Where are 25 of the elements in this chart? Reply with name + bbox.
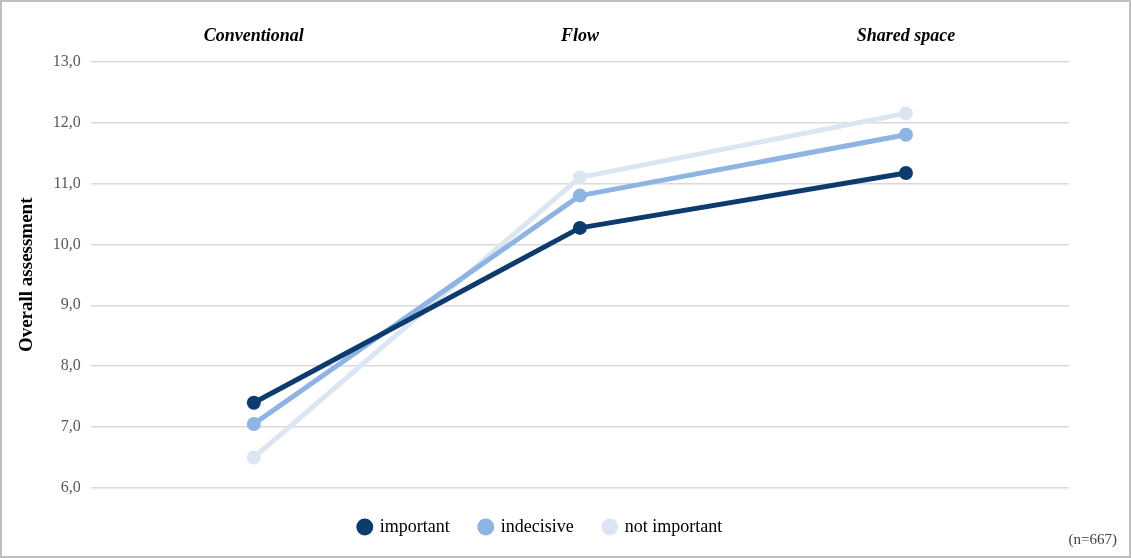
y-tick-label: 13,0 bbox=[52, 51, 81, 69]
y-tick-label: 6,0 bbox=[60, 478, 81, 496]
y-tick-label: 9,0 bbox=[60, 295, 81, 313]
point bbox=[572, 188, 587, 203]
y-tick-label: 8,0 bbox=[60, 356, 81, 374]
y-tick-label: 10,0 bbox=[52, 234, 81, 252]
point bbox=[246, 395, 261, 410]
x-tick-label: Conventional bbox=[203, 25, 304, 46]
point bbox=[572, 170, 587, 185]
y-tick-label: 11,0 bbox=[53, 173, 81, 191]
legend-label: important bbox=[379, 515, 450, 536]
legend-label: not important bbox=[624, 515, 723, 536]
text: (n=667) bbox=[1068, 531, 1117, 549]
y-axis-title: Overall assessment bbox=[15, 196, 37, 353]
x-tick-label: Shared space bbox=[856, 25, 956, 46]
point bbox=[898, 166, 913, 181]
x-tick-label: Flow bbox=[559, 25, 600, 46]
legend-label: indecisive bbox=[500, 515, 574, 536]
point bbox=[246, 417, 261, 432]
y-tick-label: 12,0 bbox=[52, 112, 81, 130]
point bbox=[898, 127, 913, 142]
point bbox=[246, 450, 261, 465]
point bbox=[572, 220, 587, 235]
y-tick-label: 7,0 bbox=[60, 417, 81, 435]
point bbox=[898, 106, 913, 121]
